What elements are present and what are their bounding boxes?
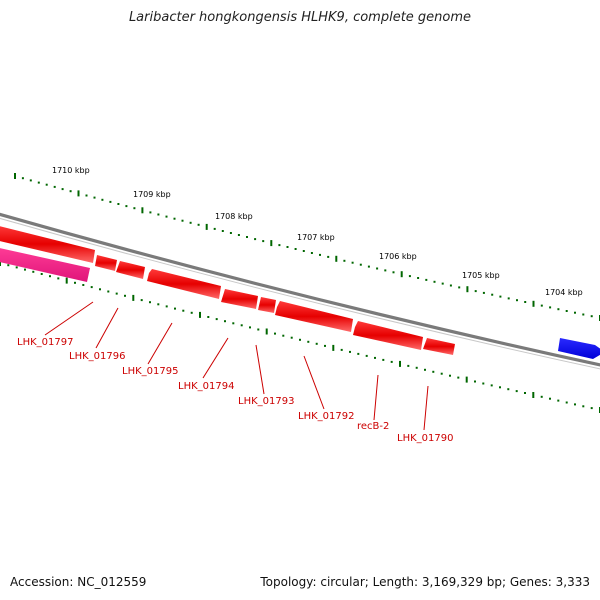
gene-label[interactable]: LHK_01794 bbox=[178, 381, 234, 392]
gene-label[interactable]: LHK_01792 bbox=[298, 411, 354, 422]
gene-label-leaders bbox=[44, 301, 429, 431]
scale-label: 1704 kbp bbox=[545, 288, 583, 297]
outer-scale-ring bbox=[14, 173, 600, 321]
gene-leader-line bbox=[44, 301, 94, 336]
gene-arrow-other-strand[interactable] bbox=[0, 247, 90, 282]
genome-backbone-inner bbox=[0, 217, 600, 370]
map-title: Laribacter hongkongensis HLHK9, complete… bbox=[128, 10, 472, 25]
gene-leader-line bbox=[147, 322, 173, 365]
gene-label[interactable]: LHK_01790 bbox=[397, 433, 453, 444]
gene-label[interactable]: LHK_01797 bbox=[17, 337, 73, 348]
gene-arrow-recb-2[interactable] bbox=[353, 321, 423, 350]
gene-leader-line bbox=[255, 344, 265, 395]
accession-text: Accession: NC_012559 bbox=[10, 575, 147, 589]
gene-arrow-lhk-01796[interactable] bbox=[116, 261, 145, 279]
scale-label: 1710 kbp bbox=[52, 166, 90, 175]
gene-label[interactable]: LHK_01793 bbox=[238, 396, 294, 407]
scale-label: 1705 kbp bbox=[462, 271, 500, 280]
gene-leader-line bbox=[202, 337, 229, 379]
gene-arrow-lhk-01795[interactable] bbox=[147, 269, 221, 299]
scale-label: 1706 kbp bbox=[379, 252, 417, 261]
gene-arrow-left-edge[interactable] bbox=[0, 225, 95, 263]
gene-arrow-forward-strand[interactable] bbox=[558, 338, 600, 359]
gene-leader-line bbox=[373, 374, 379, 421]
gene-label[interactable]: LHK_01795 bbox=[122, 366, 178, 377]
gene-arrow-lhk-01797[interactable] bbox=[95, 255, 117, 271]
scale-labels: 1710 kbp 1709 kbp 1708 kbp 1707 kbp 1706 kbp… bbox=[52, 166, 583, 297]
scale-label: 1707 kbp bbox=[297, 233, 335, 242]
gene-arrow-lhk-01794[interactable] bbox=[221, 289, 258, 309]
gene-leader-line bbox=[95, 307, 119, 349]
inner-scale-ring bbox=[0, 260, 600, 413]
gene-arrow-lhk-01790[interactable] bbox=[423, 338, 455, 355]
gene-arrow-lhk-01792[interactable] bbox=[275, 301, 353, 332]
gene-leader-line bbox=[423, 385, 429, 431]
gene-label[interactable]: LHK_01796 bbox=[69, 351, 125, 362]
topology-summary: Topology: circular; Length: 3,169,329 bp… bbox=[260, 575, 590, 589]
gene-leader-line bbox=[303, 355, 325, 410]
gene-label[interactable]: recB-2 bbox=[357, 421, 389, 432]
scale-label: 1709 kbp bbox=[133, 190, 171, 199]
gene-arrow-lhk-01793[interactable] bbox=[258, 297, 276, 313]
scale-label: 1708 kbp bbox=[215, 212, 253, 221]
genome-backbone-outer bbox=[0, 212, 600, 367]
gene-features bbox=[0, 225, 600, 359]
